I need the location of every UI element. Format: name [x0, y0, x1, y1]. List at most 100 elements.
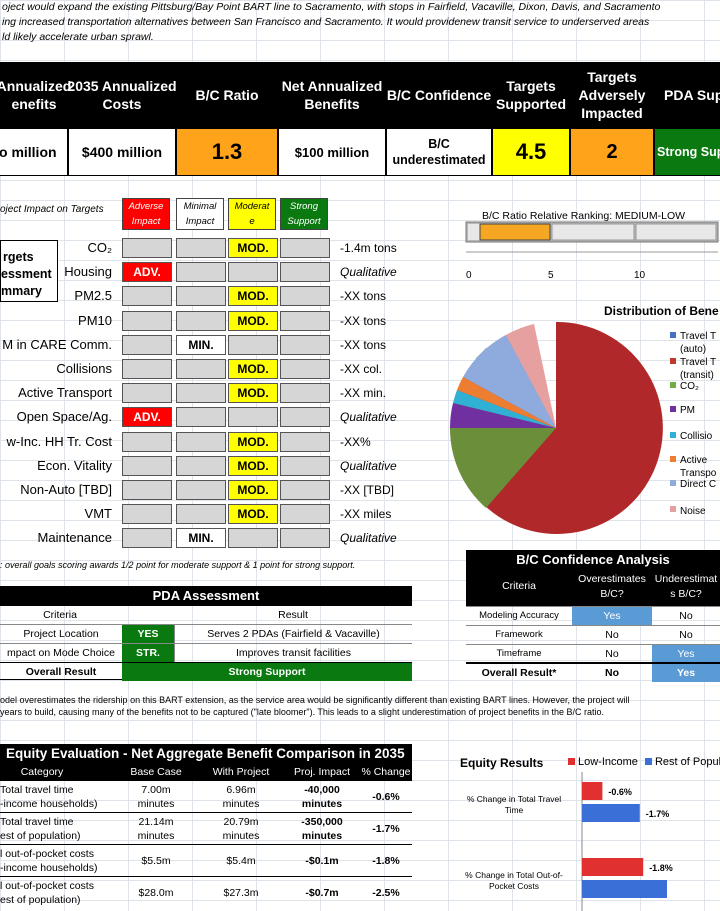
modeling-note: odel overestimates the ridership on this…: [0, 694, 720, 718]
project-description: oject would expand the existing Pittsbur…: [0, 0, 720, 44]
impact-cell-adv: [122, 456, 172, 476]
impact-result: -XX min.: [340, 386, 387, 400]
equity-pct: -0.6%: [372, 791, 400, 803]
legend-minimal: Minimal Impact: [176, 198, 224, 230]
equity-bar-low-income: [582, 858, 644, 876]
bc-over: Yes: [572, 607, 652, 625]
impact-label: CO₂: [87, 240, 112, 255]
impact-result: -XX col.: [340, 362, 383, 376]
equity-category: l out-of-pocket costs: [0, 880, 94, 892]
pie-legend-active: Active: [680, 455, 708, 466]
equity-impact: -350,000: [301, 816, 343, 828]
equity-bar-label: -0.6%: [608, 787, 632, 797]
impact-cell-str: [280, 456, 330, 476]
impact-cell-adv: [122, 432, 172, 452]
bc-overall-under: Yes: [652, 664, 720, 682]
legend-swatch-low-income: [568, 758, 575, 765]
pie-legend-co2: CO₂: [680, 381, 699, 392]
pie-slice-co2-lower: [449, 428, 556, 508]
pie-slice-pm: [450, 403, 556, 428]
impact-label: PM2.5: [74, 288, 112, 303]
value-targets-supported: 4.5: [492, 128, 570, 176]
impact-cell-adv: [122, 311, 172, 331]
pda-col-criteria: Criteria: [43, 609, 77, 621]
impact-cell-min: [176, 359, 226, 379]
impact-cell-min: [176, 238, 226, 258]
equity-chart-title: Equity Results: [460, 756, 544, 770]
impact-label: Open Space/Ag.: [16, 409, 112, 424]
bc-col-criteria: Criteria: [502, 580, 536, 592]
pie-legend-transit-2: (transit): [680, 370, 714, 381]
bc-under: Yes: [652, 645, 720, 663]
equity-impact-unit: minutes: [301, 798, 343, 810]
equity-base: $5.5m: [141, 855, 171, 867]
bc-criteria: Timeframe: [496, 648, 542, 659]
impact-cell-str: [280, 262, 330, 282]
equity-with: $27.3m: [223, 887, 259, 899]
equity-row: Total travel time est of population) 21.14…: [0, 812, 412, 844]
equity-category-sub: -income households): [0, 862, 98, 874]
equity-row: l out-of-pocket costs est of population) $…: [0, 876, 412, 908]
legend-adverse: Adverse Impact: [122, 198, 170, 230]
pda-criteria: mpact on Mode Choice: [7, 647, 115, 659]
bc-criteria: Framework: [495, 629, 543, 640]
equity-pct: -2.5%: [372, 887, 400, 899]
note-line-1: odel overestimates the ridership on this…: [0, 695, 630, 705]
impact-result: Qualitative: [340, 531, 397, 545]
note-line-2: years to build, causing many of the bene…: [0, 707, 605, 717]
pda-score: STR.: [122, 644, 174, 662]
impact-cell-min: [176, 504, 226, 524]
impact-cell-str: [280, 407, 330, 427]
impact-cell-adv: [122, 480, 172, 500]
ranking-tick-10: 10: [634, 270, 646, 281]
pda-header: Criteria Result: [0, 606, 412, 624]
equity-with: 20.79m: [223, 816, 259, 828]
equity-cat-label-0a: % Change in Total Travel: [467, 794, 561, 804]
equity-col-pct: % Change: [361, 766, 411, 778]
pie-slice-active: [457, 377, 556, 428]
pie-legend-collision: Collisio: [680, 431, 713, 442]
impact-result: -XX [TBD]: [340, 483, 395, 497]
equity-bar-rest: [582, 804, 640, 822]
impact-result: -XX tons: [340, 338, 387, 352]
impact-cell-str: [280, 432, 330, 452]
ranking-title: B/C Ratio Relative Ranking: MEDIUM-LOW: [482, 210, 686, 222]
impact-label: M in CARE Comm.: [2, 337, 112, 352]
equity-row: Total travel time -income households) 7.00…: [0, 780, 412, 812]
equity-with: $5.4m: [226, 855, 256, 867]
pie-legend-direct: Direct C: [680, 479, 716, 490]
pda-criteria: Project Location: [23, 628, 99, 640]
impact-result: -1.4m tons: [340, 241, 397, 255]
equity-category: Total travel time: [0, 784, 74, 796]
scoring-footnote: : overall goals scoring awards 1/2 point…: [0, 560, 356, 570]
impact-label: Econ. Vitality: [37, 458, 112, 473]
impact-cell-adv: [122, 238, 172, 258]
impact-result: -XX%: [340, 435, 371, 449]
impact-label: Housing: [64, 264, 112, 279]
pie-legend-noise: Noise: [680, 506, 706, 517]
equity-category-sub: -income households): [0, 798, 98, 810]
value-bc-confidence: B/C underestimated: [386, 128, 492, 176]
equity-header: Category Base Case With Project Proj. Im…: [0, 764, 412, 780]
impact-cell-str: [280, 480, 330, 500]
pda-score: YES: [122, 625, 174, 643]
impact-cell-mod: [228, 528, 278, 548]
impact-score: MOD.: [228, 238, 278, 258]
impact-cell-adv: [122, 335, 172, 355]
equity-bar-low-income: [582, 782, 603, 800]
impact-cell-str: [280, 335, 330, 355]
impact-cell-adv: [122, 504, 172, 524]
impact-cell-str: [280, 383, 330, 403]
impact-cell-min: [176, 286, 226, 306]
impact-cell-adv: [122, 359, 172, 379]
pie-slice-collision: [453, 390, 556, 428]
equity-category: Total travel time: [0, 816, 74, 828]
impact-cell-str: [280, 311, 330, 331]
equity-impact-unit: minutes: [301, 830, 343, 842]
header-net-benefits: Net Annualized Benefits: [281, 78, 383, 112]
pda-title: PDA Assessment: [0, 586, 412, 606]
equity-with-unit: minutes: [222, 830, 260, 842]
bc-overall-over: No: [605, 667, 619, 679]
header-targets-adverse: Targets Adversely Impacted: [578, 69, 646, 121]
pie-legend-active-2: Transpo: [680, 468, 717, 479]
